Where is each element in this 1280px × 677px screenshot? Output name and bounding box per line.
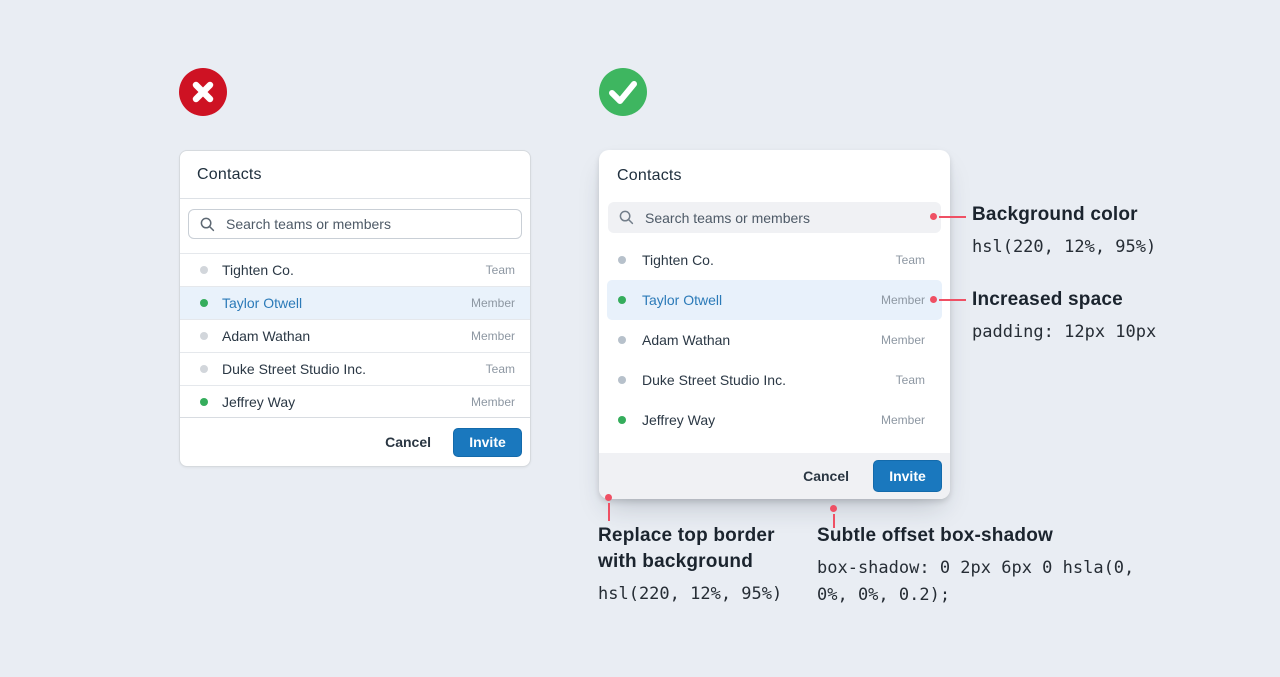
status-dot	[618, 376, 626, 384]
contact-row[interactable]: Taylor Otwell Member	[180, 286, 530, 319]
contact-type: Member	[470, 395, 515, 409]
annotation-title: Subtle offset box-shadow	[817, 525, 1053, 546]
contact-row[interactable]: Adam Wathan Member	[607, 320, 942, 360]
contact-type: Member	[470, 329, 515, 343]
annotation-replace-top-border: Replace top border with background hsl(2…	[598, 523, 782, 608]
annotation-title: Background color	[972, 204, 1138, 225]
card-header: Contacts	[180, 151, 530, 199]
card-header: Contacts	[599, 150, 950, 202]
annotation-box-shadow: Subtle offset box-shadow box-shadow: 0 2…	[817, 523, 1134, 609]
search-icon	[200, 217, 215, 231]
invite-button[interactable]: Invite	[453, 427, 522, 457]
search-icon	[619, 210, 634, 225]
contact-name: Adam Wathan	[642, 332, 731, 348]
contact-name: Duke Street Studio Inc.	[222, 361, 366, 377]
callout-dot-box-shadow	[830, 505, 837, 512]
card-title: Contacts	[617, 167, 682, 184]
cancel-button[interactable]: Cancel	[797, 464, 855, 488]
contact-list: Tighten Co. Team Taylor Otwell Member Ad…	[599, 240, 950, 440]
contact-row[interactable]: Tighten Co. Team	[180, 253, 530, 286]
callout-line-increased-space	[939, 299, 966, 301]
contact-name: Jeffrey Way	[222, 394, 296, 410]
search-input[interactable]	[224, 215, 468, 233]
contact-row[interactable]: Jeffrey Way Member	[180, 385, 530, 418]
status-dot	[618, 416, 626, 424]
contact-name: Duke Street Studio Inc.	[642, 372, 786, 388]
callout-line-box-shadow	[833, 514, 835, 528]
contact-row[interactable]: Tighten Co. Team	[607, 240, 942, 280]
callout-dot-replace-top-border	[605, 494, 612, 501]
annotation-code: padding: 12px 10px	[972, 322, 1157, 342]
callout-line-background-color	[939, 216, 966, 218]
contacts-card-before: Contacts Tighten Co. Team Taylor Otwell …	[179, 150, 531, 467]
contact-type: Member	[880, 293, 925, 307]
callout-dot-increased-space	[930, 296, 937, 303]
contact-name: Taylor Otwell	[222, 295, 303, 311]
status-dot	[200, 365, 208, 373]
status-dot	[200, 299, 208, 307]
annotation-title: with background	[598, 551, 753, 572]
status-dot	[618, 296, 626, 304]
contact-row[interactable]: Duke Street Studio Inc. Team	[607, 360, 942, 400]
annotation-code: box-shadow: 0 2px 6px 0 hsla(0,	[817, 558, 1135, 578]
contact-type: Team	[485, 263, 515, 277]
annotation-code: hsl(220, 12%, 95%)	[972, 237, 1157, 257]
contact-row[interactable]: Adam Wathan Member	[180, 319, 530, 352]
card-footer: Cancel Invite	[599, 453, 950, 499]
x-circle-icon	[179, 68, 227, 116]
status-dot	[618, 256, 626, 264]
callout-line-replace-top-border	[608, 503, 610, 521]
contact-list: Tighten Co. Team Taylor Otwell Member Ad…	[180, 253, 530, 418]
contact-type: Team	[895, 373, 925, 387]
contact-name: Tighten Co.	[222, 262, 294, 278]
annotation-code: 0%, 0%, 0.2);	[817, 585, 951, 605]
invite-button[interactable]: Invite	[873, 460, 942, 492]
contacts-card-after: Contacts Tighten Co. Team Taylor Otwell …	[599, 150, 950, 499]
contact-name: Adam Wathan	[222, 328, 311, 344]
card-footer: Cancel Invite	[180, 417, 530, 466]
annotation-title: Replace top border	[598, 525, 775, 546]
contact-type: Member	[880, 333, 925, 347]
annotation-title: Increased space	[972, 289, 1123, 310]
status-dot	[200, 398, 208, 406]
search-input[interactable]	[643, 208, 887, 227]
search-field[interactable]	[188, 209, 522, 239]
cancel-button[interactable]: Cancel	[379, 430, 437, 454]
check-circle-icon	[599, 68, 647, 116]
annotation-code: hsl(220, 12%, 95%)	[598, 584, 783, 604]
status-dot	[200, 332, 208, 340]
card-title: Contacts	[197, 165, 262, 183]
contact-type: Team	[485, 362, 515, 376]
contact-type: Member	[470, 296, 515, 310]
contact-row[interactable]: Taylor Otwell Member	[607, 280, 942, 320]
contact-type: Team	[895, 253, 925, 267]
contact-row[interactable]: Duke Street Studio Inc. Team	[180, 352, 530, 385]
contact-name: Tighten Co.	[642, 252, 714, 268]
callout-dot-background-color	[930, 213, 937, 220]
contact-name: Taylor Otwell	[642, 292, 723, 308]
status-dot	[200, 266, 208, 274]
status-dot	[618, 336, 626, 344]
annotation-increased-space: Increased space padding: 12px 10px	[972, 287, 1156, 346]
contact-name: Jeffrey Way	[642, 412, 716, 428]
annotation-background-color: Background color hsl(220, 12%, 95%)	[972, 202, 1156, 261]
contact-row[interactable]: Jeffrey Way Member	[607, 400, 942, 440]
search-field[interactable]	[608, 202, 941, 233]
contact-type: Member	[880, 413, 925, 427]
